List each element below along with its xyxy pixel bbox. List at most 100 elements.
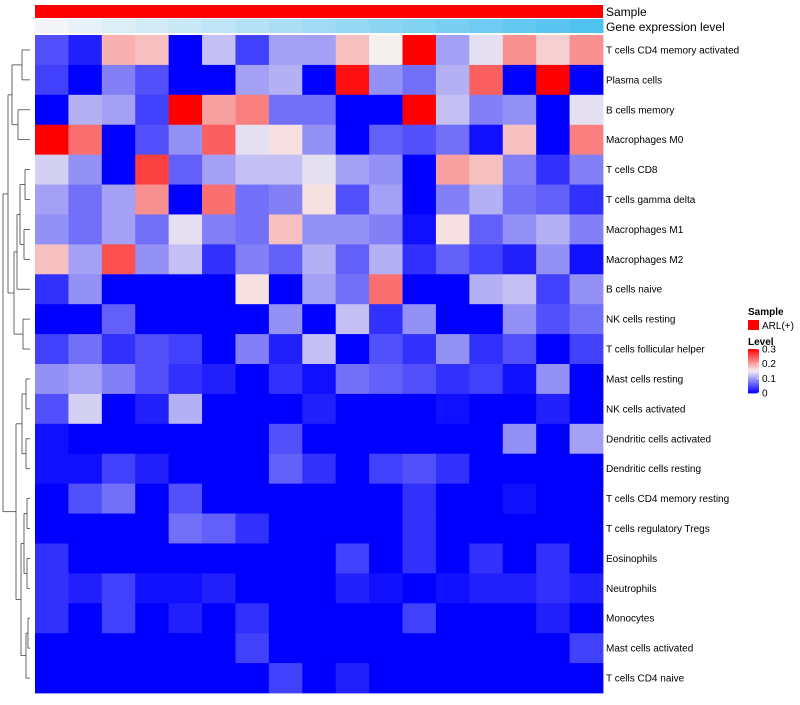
legend-gradient-step	[748, 359, 759, 362]
heatmap-cell	[268, 334, 303, 365]
heatmap-cell	[135, 483, 170, 514]
heatmap-cell	[101, 513, 136, 544]
heatmap-cell	[68, 483, 103, 514]
heatmap-cell	[235, 543, 270, 574]
heatmap-cell	[202, 244, 236, 275]
legend-gradient-step	[748, 353, 759, 356]
heatmap-cell	[168, 304, 203, 335]
heatmap-cell	[101, 94, 136, 126]
heatmap-cell	[68, 124, 103, 156]
heatmap-cell	[435, 154, 470, 185]
heatmap-cell	[68, 334, 103, 365]
heatmap-cell	[35, 364, 69, 395]
heatmap-cell	[502, 543, 537, 574]
heatmap-cell	[101, 64, 136, 96]
legend-gradient-step	[748, 379, 759, 382]
heatmap-cell	[268, 64, 303, 96]
heatmap-cell	[502, 124, 537, 156]
heatmap-cell	[536, 184, 570, 215]
heatmap-cell	[369, 184, 403, 215]
row-label: Macrophages M0	[606, 135, 684, 146]
heatmap-cell	[235, 633, 270, 664]
heatmap-cell	[302, 573, 337, 604]
heatmap-cell	[202, 513, 236, 544]
heatmap-cell	[335, 513, 370, 544]
heatmap-cell	[569, 543, 604, 574]
heatmap-cell	[268, 124, 303, 156]
heatmap-cell	[536, 393, 570, 425]
row-label: Eosinophils	[606, 554, 657, 565]
heatmap-cell	[202, 334, 236, 365]
heatmap-cell	[168, 364, 203, 395]
heatmap-cell	[302, 124, 337, 156]
heatmap-cell	[101, 393, 136, 425]
heatmap-cell	[402, 35, 437, 66]
heatmap-cell	[435, 35, 470, 66]
row-label: B cells naive	[606, 285, 663, 296]
heatmap-cell	[135, 663, 170, 694]
heatmap-cell	[335, 423, 370, 455]
heatmap-cell	[569, 244, 604, 275]
heatmap-cell	[402, 573, 437, 604]
heatmap-cell	[135, 393, 170, 425]
heatmap-cell	[135, 35, 170, 66]
heatmap-cell	[302, 603, 337, 634]
heatmap-cell	[469, 393, 504, 425]
legend-gradient-step	[748, 390, 759, 392]
heatmap-cell	[369, 483, 403, 514]
heatmap-cell	[268, 573, 303, 604]
heatmap-cell	[569, 453, 604, 485]
heatmap-cell	[502, 483, 537, 514]
heatmap-cell	[469, 573, 504, 604]
heatmap-cell	[402, 543, 437, 574]
heatmap-cell	[202, 184, 236, 215]
heatmap-cell	[502, 603, 537, 634]
heatmap-cell	[235, 573, 270, 604]
heatmap-cell	[369, 393, 403, 425]
heatmap-cell	[35, 423, 69, 455]
heatmap-cell	[168, 184, 203, 215]
expression-track-cell	[101, 19, 136, 33]
legend-gradient-step	[748, 372, 759, 375]
heatmap-cell	[502, 364, 537, 395]
heatmap-cell	[536, 603, 570, 634]
heatmap-cell	[402, 483, 437, 514]
heatmap-cell	[435, 543, 470, 574]
legend-gradient-step	[748, 356, 759, 359]
heatmap-cell	[469, 543, 504, 574]
heatmap-cell	[268, 364, 303, 395]
heatmap-cell	[168, 573, 203, 604]
heatmap-cell	[168, 334, 203, 365]
heatmap-cell	[569, 364, 604, 395]
heatmap-cell	[68, 214, 103, 245]
heatmap-cell	[202, 663, 236, 694]
heatmap-cell	[68, 633, 103, 664]
heatmap-cell	[469, 154, 504, 185]
heatmap-cell	[502, 663, 537, 694]
expression-track-cell	[335, 19, 370, 33]
heatmap-cell	[569, 393, 604, 425]
heatmap-cell	[235, 453, 270, 485]
heatmap-cell	[435, 274, 470, 305]
heatmap-cell	[435, 603, 470, 634]
heatmap-cell	[68, 453, 103, 485]
heatmap-cell	[202, 94, 236, 126]
expression-track-cell	[369, 19, 404, 33]
heatmap-cell	[469, 663, 504, 694]
heatmap-cell	[536, 513, 570, 544]
heatmap-cell	[569, 334, 604, 365]
heatmap-cell	[335, 334, 370, 365]
heatmap-cell	[569, 423, 604, 455]
heatmap-cell	[469, 274, 504, 305]
heatmap-cell	[569, 603, 604, 634]
heatmap-cell	[302, 364, 337, 395]
heatmap-cell	[536, 573, 570, 604]
row-label: Macrophages M1	[606, 225, 684, 236]
heatmap-cell	[135, 274, 170, 305]
row-label: Plasma cells	[606, 75, 662, 86]
heatmap-cell	[469, 633, 504, 664]
heatmap-cell	[435, 364, 470, 395]
heatmap-cell	[369, 543, 403, 574]
heatmap-cell	[569, 94, 604, 126]
